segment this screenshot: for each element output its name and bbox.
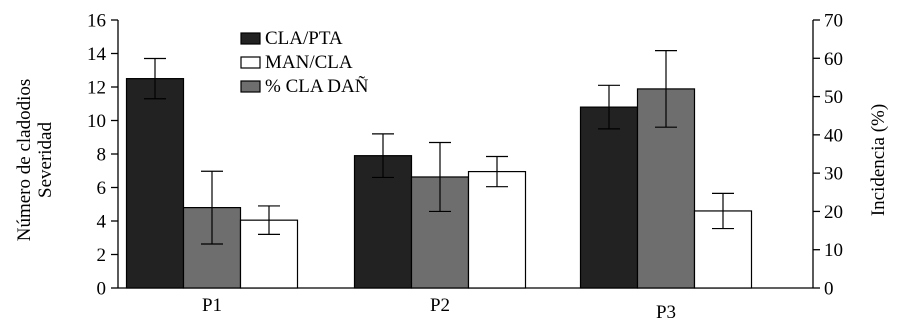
legend-label: CLA/PTA [265, 28, 343, 49]
legend: CLA/PTA MAN/CLA% CLA DAÑ [240, 28, 369, 97]
right-tick-label: 60 [824, 49, 843, 70]
left-tick-label: 8 [97, 145, 107, 166]
legend-swatch [240, 80, 261, 93]
right-axis-title: Incidencia (%) [868, 104, 889, 216]
left-tick-label: 14 [87, 44, 107, 65]
right-tick-label: 10 [824, 240, 843, 261]
left-axis-title-line-1: Número de cladodios [14, 79, 35, 242]
ticks: 0 2 4 6 8 10 12 14 16 0 10 20 30 40 50 60 70 P1 P2 P3 [87, 11, 843, 324]
legend-label: MAN/CLA [265, 52, 353, 73]
left-tick-label: 0 [97, 279, 107, 300]
left-tick-label: 16 [87, 11, 106, 32]
right-tick-label: 30 [824, 164, 843, 185]
x-category-label: P3 [656, 302, 676, 323]
left-tick-label: 12 [87, 78, 106, 99]
left-tick-label: 6 [97, 178, 107, 199]
left-tick-label: 2 [97, 245, 107, 266]
x-category-label: P2 [430, 295, 450, 316]
left-tick-label: 4 [97, 212, 107, 233]
legend-swatch [240, 56, 261, 69]
legend-swatch [240, 32, 261, 45]
x-category-label: P1 [202, 295, 222, 316]
left-tick-label: 10 [87, 111, 106, 132]
right-tick-label: 70 [824, 11, 843, 32]
bar-p3-0 [579, 106, 639, 289]
left-axis-title-line-2: Severidad [35, 122, 56, 198]
bar-p2-2 [467, 170, 527, 289]
legend-label: % CLA DAÑ [265, 75, 369, 97]
bars [125, 50, 753, 289]
right-tick-label: 40 [824, 125, 843, 146]
right-tick-label: 0 [824, 279, 834, 300]
axis-titles: Número de cladodios Severidad Incidencia… [14, 79, 889, 242]
bar-p1-0 [125, 78, 185, 289]
right-tick-label: 50 [824, 87, 843, 108]
right-tick-label: 20 [824, 202, 843, 223]
